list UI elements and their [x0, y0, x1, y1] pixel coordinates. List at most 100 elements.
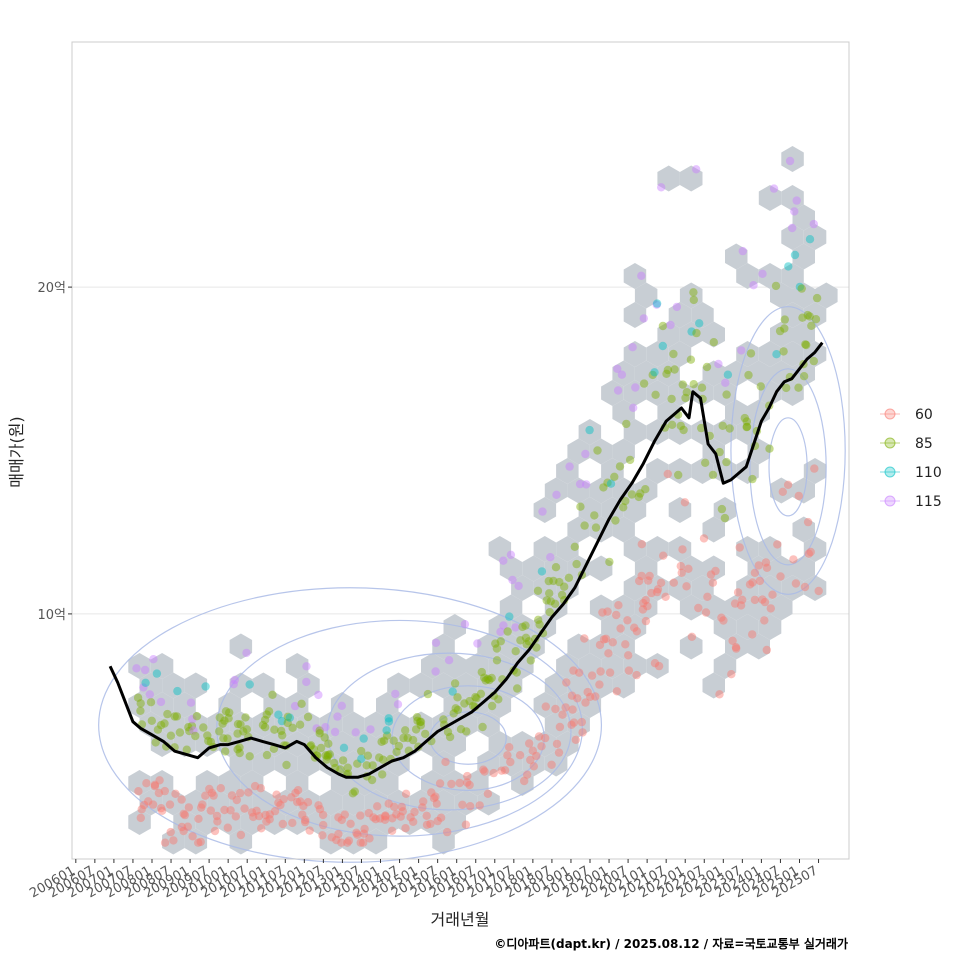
scatter-point-85	[708, 470, 718, 480]
hexbin-cell	[747, 633, 770, 660]
scatter-point-85	[203, 731, 212, 740]
scatter-point-115	[546, 553, 555, 562]
hexbin-cell	[364, 750, 388, 777]
hexbin-cell	[330, 809, 354, 835]
y-axis: 10억 20억	[37, 281, 72, 623]
scatter-point-85	[451, 704, 460, 713]
scatter-point-85	[485, 675, 494, 685]
scatter-point-85	[325, 750, 334, 759]
scatter-point-60	[578, 728, 587, 737]
scatter-point-85	[338, 756, 348, 765]
scatter-point-85	[191, 731, 200, 741]
scatter-point-60	[699, 534, 709, 543]
hexbin-cell	[736, 614, 759, 640]
scatter-point-85	[667, 394, 676, 404]
scatter-point-60	[534, 732, 544, 741]
hexbin-cell	[702, 516, 725, 543]
hexbin-cell	[252, 750, 275, 777]
scatter-point-110	[585, 425, 594, 435]
scatter-point-85	[692, 328, 701, 338]
scatter-point-60	[461, 820, 471, 829]
scatter-point-85	[572, 559, 581, 569]
scatter-point-60	[380, 815, 390, 824]
hexbin-cell	[285, 692, 309, 718]
scatter-point-60	[406, 813, 415, 822]
hexbin-cell	[173, 692, 196, 718]
hexbin-cell	[668, 497, 692, 523]
hexbin-cell	[691, 458, 714, 484]
scatter-point-85	[224, 714, 233, 723]
hexbin-cell	[713, 497, 737, 523]
hexbin-cell	[387, 672, 410, 699]
scatter-point-85	[557, 590, 567, 600]
scatter-point-115	[749, 281, 758, 290]
scatter-point-115	[460, 620, 470, 629]
scatter-point-60	[337, 815, 346, 825]
scatter-point-85	[235, 748, 244, 758]
scatter-point-85	[702, 362, 712, 372]
hexbin-cell	[725, 594, 748, 621]
scatter-point-115	[672, 302, 682, 312]
scatter-point-85	[382, 731, 392, 740]
scatter-point-60	[410, 807, 419, 817]
hexbin-cell	[725, 399, 748, 426]
scatter-point-60	[500, 766, 510, 775]
hexbin-cell	[691, 302, 714, 328]
scatter-point-60	[641, 616, 651, 626]
scatter-point-60	[390, 802, 399, 811]
scatter-point-60	[344, 836, 354, 845]
hexbin-cell	[747, 360, 770, 387]
scatter-point-85	[718, 421, 727, 430]
scatter-point-60	[621, 640, 630, 649]
scatter-point-115	[473, 639, 482, 648]
scatter-point-60	[503, 751, 512, 760]
scatter-point-85	[215, 727, 224, 736]
hexbin-cell	[229, 711, 253, 738]
hexbin-cell	[128, 809, 151, 835]
hexbin-cell	[297, 672, 320, 699]
scatter-point-60	[226, 806, 235, 815]
scatter-point-60	[677, 568, 686, 577]
hexbin-cell	[443, 770, 466, 796]
scatter-point-85	[277, 726, 286, 736]
scatter-point-60	[206, 806, 215, 815]
hexbin-cell	[589, 555, 613, 582]
scatter-point-60	[760, 597, 770, 607]
scatter-point-60	[614, 601, 623, 610]
scatter-point-110	[277, 716, 287, 726]
scatter-point-115	[145, 690, 154, 699]
scatter-point-60	[332, 835, 341, 845]
scatter-point-85	[545, 589, 554, 598]
hexbin-cell	[770, 555, 793, 582]
scatter-point-60	[169, 836, 178, 845]
scatter-point-60	[231, 812, 240, 821]
scatter-point-85	[219, 734, 228, 743]
scatter-point-60	[632, 670, 641, 680]
scatter-point-60	[205, 784, 214, 794]
scatter-point-85	[689, 380, 698, 389]
hexbin-cell	[803, 224, 827, 250]
hexbin-cell	[792, 516, 815, 543]
scatter-point-60	[220, 805, 229, 815]
scatter-point-60	[789, 555, 798, 564]
scatter-point-60	[359, 838, 368, 847]
scatter-point-60	[526, 755, 535, 765]
hexbin-cell	[758, 380, 782, 406]
scatter-point-60	[750, 595, 760, 605]
scatter-point-85	[401, 726, 410, 735]
scatter-point-60	[580, 634, 589, 643]
scatter-point-60	[515, 751, 525, 760]
scatter-point-85	[233, 719, 243, 729]
scatter-point-60	[346, 819, 355, 828]
scatter-point-110	[687, 327, 696, 336]
scatter-point-115	[792, 196, 801, 205]
scatter-point-60	[463, 771, 472, 781]
hexbin-cell	[409, 672, 433, 699]
density-contour	[730, 306, 846, 595]
scatter-point-85	[264, 707, 274, 716]
scatter-point-60	[497, 766, 506, 775]
scatter-point-85	[545, 608, 554, 617]
scatter-point-85	[379, 736, 389, 745]
hexbin-cell	[623, 263, 647, 289]
scatter-point-60	[356, 838, 365, 847]
